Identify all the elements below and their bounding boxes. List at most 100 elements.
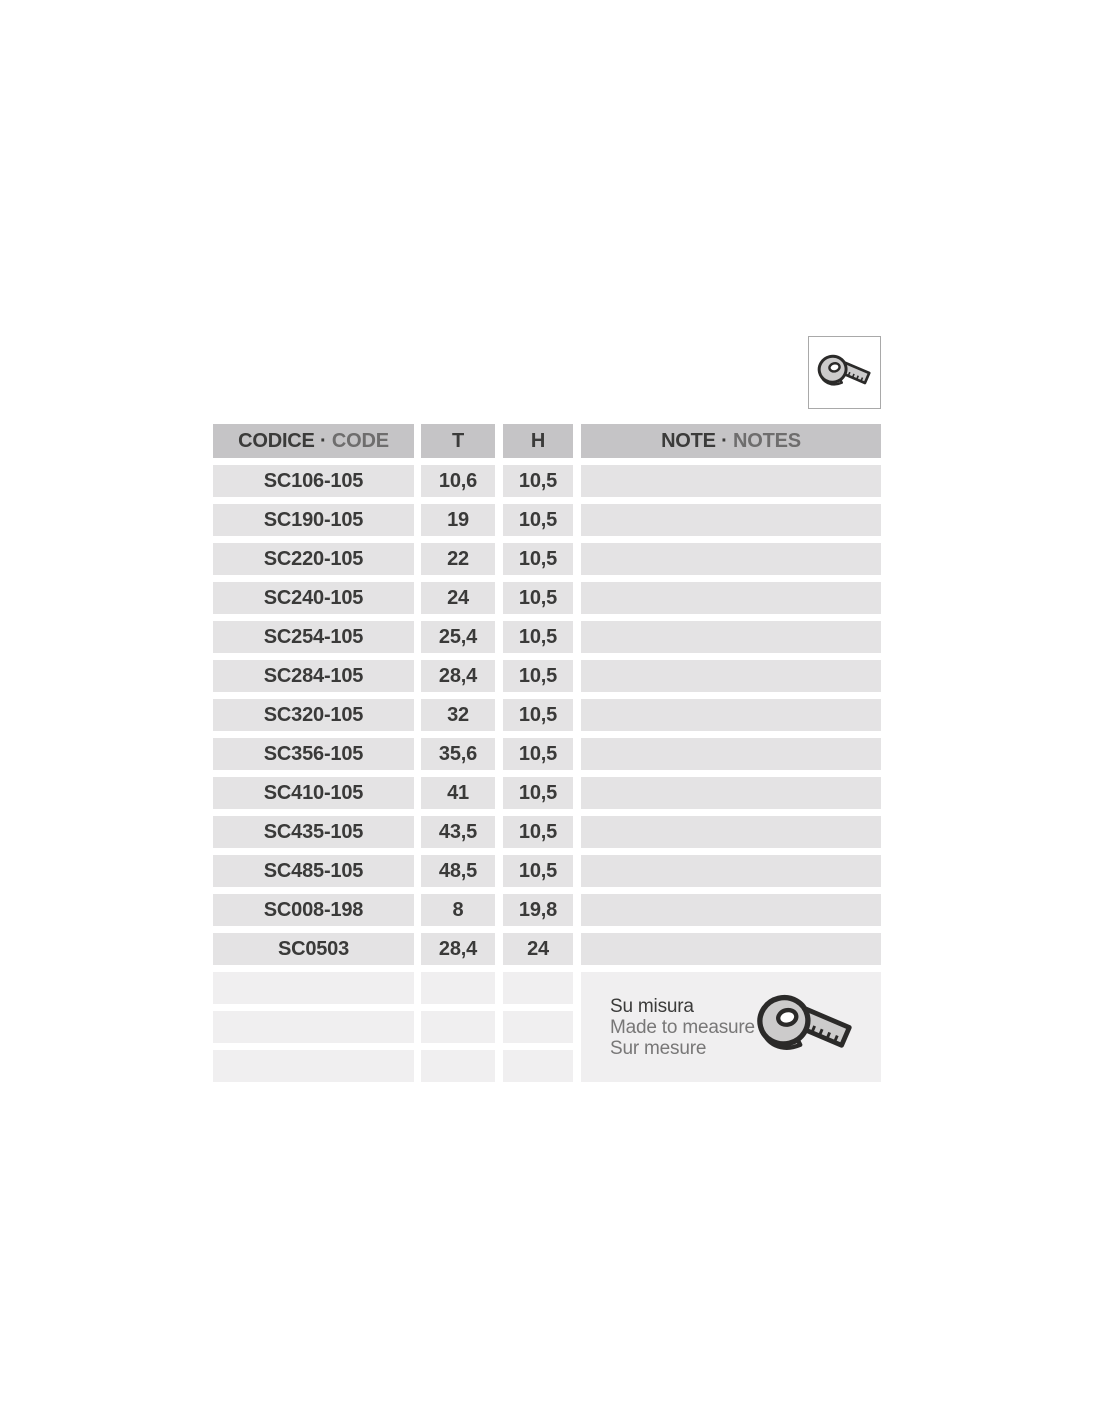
made-to-measure-fr: Sur mesure xyxy=(610,1037,707,1059)
tape-measure-icon xyxy=(756,990,856,1065)
note-cell xyxy=(581,699,881,731)
table-row: SC0503 28,4 24 xyxy=(213,933,881,965)
h-cell: 10,5 xyxy=(503,543,573,575)
h-cell: 24 xyxy=(503,933,573,965)
empty-cell xyxy=(213,1011,414,1043)
t-cell: 32 xyxy=(421,699,495,731)
h-cell: 10,5 xyxy=(503,582,573,614)
empty-cell xyxy=(213,1050,414,1082)
t-cell: 24 xyxy=(421,582,495,614)
table-row: SC435-105 43,5 10,5 xyxy=(213,816,881,848)
table-row: SC190-105 19 10,5 xyxy=(213,504,881,536)
code-cell: SC106-105 xyxy=(213,465,414,497)
table-row: SC220-105 22 10,5 xyxy=(213,543,881,575)
empty-cell xyxy=(503,972,573,1004)
code-cell: SC190-105 xyxy=(213,504,414,536)
header-cell-h: H xyxy=(503,424,573,458)
header-note-primary: NOTE xyxy=(661,429,716,452)
note-cell xyxy=(581,621,881,653)
made-to-measure-badge xyxy=(808,336,881,409)
code-cell: SC220-105 xyxy=(213,543,414,575)
code-cell: SC008-198 xyxy=(213,894,414,926)
t-cell: 28,4 xyxy=(421,660,495,692)
code-cell: SC356-105 xyxy=(213,738,414,770)
note-cell xyxy=(581,777,881,809)
t-cell: 8 xyxy=(421,894,495,926)
table-row: SC410-105 41 10,5 xyxy=(213,777,881,809)
table-header-row: CODICE · CODE T H NOTE · NOTES xyxy=(213,424,881,458)
header-h-label: H xyxy=(530,429,546,452)
header-t-label: T xyxy=(451,429,465,452)
code-cell: SC320-105 xyxy=(213,699,414,731)
t-cell: 41 xyxy=(421,777,495,809)
filler-row xyxy=(213,972,573,1004)
code-cell: SC0503 xyxy=(213,933,414,965)
made-to-measure-section: Su misura Made to measure Sur mesure xyxy=(213,972,881,1082)
empty-cell xyxy=(503,1050,573,1082)
spec-table: CODICE · CODE T H NOTE · NOTES SC106-105… xyxy=(213,424,881,1082)
h-cell: 10,5 xyxy=(503,855,573,887)
header-cell-code: CODICE · CODE xyxy=(213,424,414,458)
table-row: SC485-105 48,5 10,5 xyxy=(213,855,881,887)
note-cell xyxy=(581,504,881,536)
filler-row xyxy=(213,1011,573,1043)
empty-cell xyxy=(421,1050,495,1082)
t-cell: 22 xyxy=(421,543,495,575)
table-row: SC008-198 8 19,8 xyxy=(213,894,881,926)
header-cell-note: NOTE · NOTES xyxy=(581,424,881,458)
t-cell: 35,6 xyxy=(421,738,495,770)
table-row: SC240-105 24 10,5 xyxy=(213,582,881,614)
t-cell: 28,4 xyxy=(421,933,495,965)
t-cell: 19 xyxy=(421,504,495,536)
t-cell: 25,4 xyxy=(421,621,495,653)
header-note-separator: · xyxy=(715,429,734,452)
header-code-separator: · xyxy=(314,429,332,452)
empty-cell xyxy=(421,1011,495,1043)
h-cell: 10,5 xyxy=(503,738,573,770)
h-cell: 10,5 xyxy=(503,816,573,848)
empty-cell xyxy=(503,1011,573,1043)
header-code-primary: CODICE xyxy=(238,429,315,452)
note-cell xyxy=(581,465,881,497)
filler-row xyxy=(213,1050,573,1082)
t-cell: 10,6 xyxy=(421,465,495,497)
t-cell: 43,5 xyxy=(421,816,495,848)
made-to-measure-text: Su misura Made to measure Sur mesure xyxy=(610,996,756,1059)
made-to-measure-cell: Su misura Made to measure Sur mesure xyxy=(581,972,881,1082)
table-row: SC106-105 10,6 10,5 xyxy=(213,465,881,497)
header-note-secondary: NOTES xyxy=(733,429,801,452)
code-cell: SC240-105 xyxy=(213,582,414,614)
header-code-secondary: CODE xyxy=(331,429,389,452)
h-cell: 10,5 xyxy=(503,660,573,692)
table-row: SC284-105 28,4 10,5 xyxy=(213,660,881,692)
tape-measure-icon xyxy=(816,351,871,387)
h-cell: 10,5 xyxy=(503,465,573,497)
table-row: SC254-105 25,4 10,5 xyxy=(213,621,881,653)
note-cell xyxy=(581,738,881,770)
note-cell xyxy=(581,933,881,965)
note-cell xyxy=(581,816,881,848)
empty-cell xyxy=(213,972,414,1004)
code-cell: SC284-105 xyxy=(213,660,414,692)
h-cell: 10,5 xyxy=(503,699,573,731)
note-cell xyxy=(581,894,881,926)
h-cell: 10,5 xyxy=(503,504,573,536)
note-cell xyxy=(581,543,881,575)
made-to-measure-it: Su misura xyxy=(610,995,694,1017)
note-cell xyxy=(581,855,881,887)
table-row: SC356-105 35,6 10,5 xyxy=(213,738,881,770)
t-cell: 48,5 xyxy=(421,855,495,887)
empty-cell xyxy=(421,972,495,1004)
h-cell: 10,5 xyxy=(503,777,573,809)
code-cell: SC254-105 xyxy=(213,621,414,653)
note-cell xyxy=(581,660,881,692)
filler-rows xyxy=(213,972,573,1082)
h-cell: 10,5 xyxy=(503,621,573,653)
table-row: SC320-105 32 10,5 xyxy=(213,699,881,731)
code-cell: SC410-105 xyxy=(213,777,414,809)
code-cell: SC485-105 xyxy=(213,855,414,887)
note-cell xyxy=(581,582,881,614)
h-cell: 19,8 xyxy=(503,894,573,926)
made-to-measure-en: Made to measure xyxy=(610,1016,755,1038)
